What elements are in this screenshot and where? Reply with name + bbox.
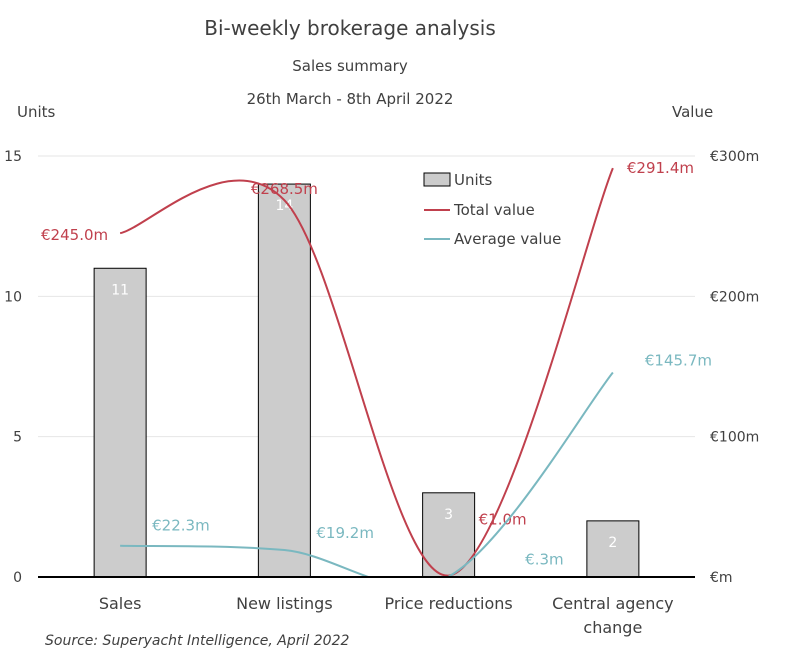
bar [422, 492, 476, 578]
average-value-data-label: €145.7m [645, 352, 712, 370]
chart-date-range: 26th March - 8th April 2022 [246, 90, 454, 108]
bar-data-label: 3 [444, 507, 453, 523]
total-value-data-label: €291.4m [627, 159, 694, 177]
category-label: Price reductions [384, 594, 512, 613]
category-label: New listings [236, 594, 333, 613]
legend-units-swatch [423, 172, 451, 187]
chart-title: Bi-weekly brokerage analysis [204, 16, 496, 40]
legend-total-value-label: Total value [453, 201, 535, 219]
left-tick-label: 5 [13, 430, 22, 446]
right-tick-label: €200m [710, 289, 759, 305]
average-value-data-label: €19.2m [316, 524, 374, 542]
bar-data-label: 2 [608, 535, 617, 551]
category-label: Central agency [552, 594, 674, 613]
average-value-data-label: €22.3m [152, 517, 210, 535]
source-note: Source: Superyacht Intelligence, April 2… [45, 633, 350, 649]
category-label: Sales [99, 594, 142, 613]
chart-subtitle: Sales summary [292, 57, 408, 75]
category-label: change [583, 618, 642, 637]
total-value-data-label: €1.0m [479, 511, 527, 529]
right-tick-label: €300m [710, 149, 759, 165]
legend-units-label: Units [454, 171, 493, 189]
total-value-data-label: €268.5m [251, 180, 318, 198]
bar [93, 267, 147, 578]
bar-data-label: 11 [111, 282, 129, 298]
right-tick-label: €100m [710, 430, 759, 446]
bar [257, 183, 311, 578]
left-tick-label: 15 [4, 149, 22, 165]
total-value-data-label: €245.0m [41, 226, 108, 244]
legend-average-value-label: Average value [454, 230, 561, 248]
average-value-data-label: €.3m [525, 551, 563, 569]
left-axis-title: Units [17, 103, 56, 121]
bar-data-label: 14 [275, 198, 293, 214]
total-value-line [119, 167, 614, 577]
left-tick-label: 0 [13, 570, 22, 586]
right-axis-title: Value [672, 103, 714, 121]
right-tick-label: €m [710, 570, 733, 586]
average-value-line [120, 371, 614, 577]
left-tick-label: 10 [4, 289, 22, 305]
